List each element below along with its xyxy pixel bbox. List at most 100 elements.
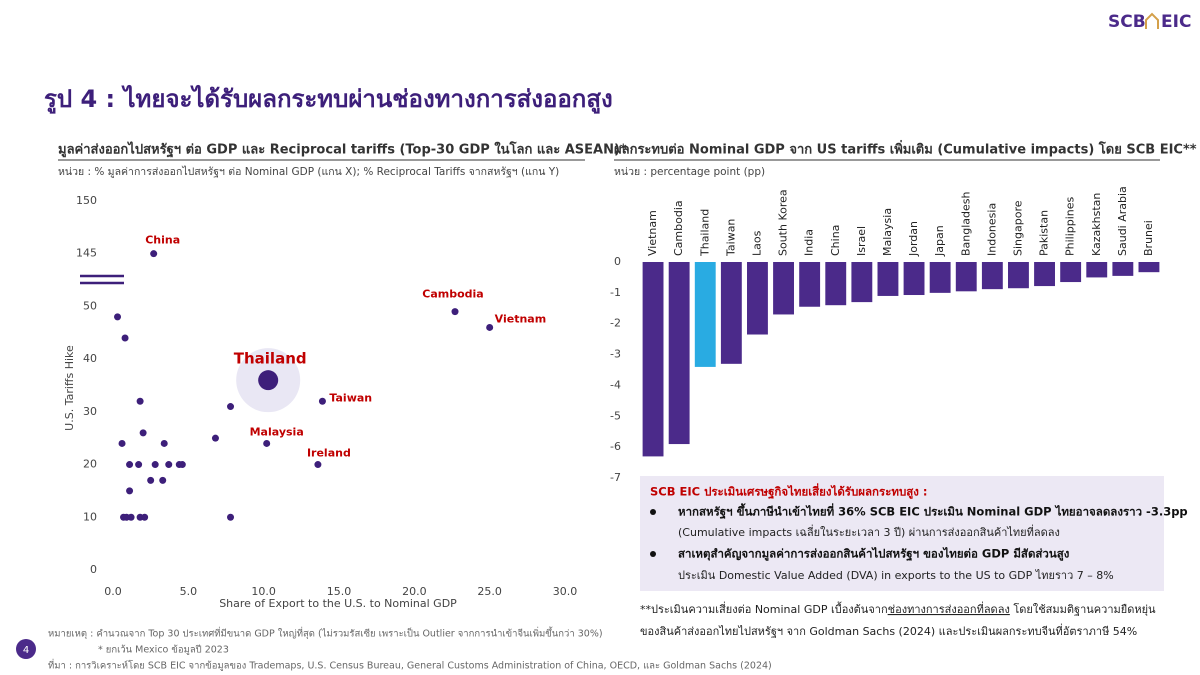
point: [139, 429, 147, 437]
bar: [825, 262, 847, 306]
y-tick-label: 145: [76, 247, 97, 260]
x-tick-label: Singapore: [1011, 200, 1024, 256]
chart-title: มูลค่าส่งออกไปสหรัฐฯ ต่อ GDP และ Recipro…: [58, 141, 627, 159]
note-underlined: ช่องทางการส่งออกที่ลดลง: [888, 601, 1010, 616]
point: [147, 476, 155, 484]
point: [126, 487, 134, 495]
bar: [929, 262, 951, 293]
y-tick-label: -5: [610, 409, 621, 422]
bar: [799, 262, 821, 307]
x-tick-label: Philippines: [1064, 196, 1077, 256]
point-label: China: [145, 234, 180, 247]
point: [227, 513, 235, 521]
bar: [981, 262, 1003, 290]
point-label: Taiwan: [329, 391, 372, 404]
bar: [903, 262, 925, 296]
y-axis-label: U.S. Tariffs Hike: [63, 345, 76, 431]
box-bullet: สาเหตุสำคัญจากมูลค่าการส่งออกสินค้าไปสหร…: [678, 547, 1070, 562]
x-tick-label: 15.0: [327, 585, 352, 598]
box-bullet: หากสหรัฐฯ ขึ้นภาษีนำเข้าไทยที่ 36% SCB E…: [678, 503, 1188, 520]
y-tick-label: 150: [76, 194, 97, 207]
point: [211, 434, 219, 442]
logo: EIC: [1161, 12, 1191, 32]
x-tick-label: Malaysia: [881, 208, 894, 256]
y-tick-label: -3: [610, 348, 621, 361]
x-tick-label: 20.0: [402, 585, 427, 598]
point: [151, 461, 159, 469]
point: [114, 313, 122, 321]
x-tick-label: Kazakhstan: [1090, 193, 1103, 256]
page-number: 4: [23, 645, 29, 656]
bar: [1034, 262, 1055, 287]
box-sub: (Cumulative impacts เฉลี่ยในระยะเวลา 3 ป…: [678, 524, 1060, 539]
logo-icon: [1145, 12, 1159, 29]
point: [314, 461, 322, 469]
point: [160, 439, 168, 447]
y-tick-label: 0: [90, 563, 97, 576]
y-tick-label: -7: [610, 471, 621, 484]
x-tick-label: Brunei: [1142, 220, 1155, 256]
y-tick-label: 0: [614, 255, 621, 268]
y-tick-label: 30: [83, 405, 97, 418]
note-text: โดยใช้สมมติฐานความยืดหยุ่น: [1010, 602, 1156, 616]
x-tick-label: Japan: [933, 225, 946, 257]
slide-title: รูป 4 : ไทยจะได้รับผลกระทบผ่านช่องทางการ…: [44, 84, 613, 114]
point-label: Cambodia: [422, 288, 483, 301]
y-tick-label: 20: [83, 458, 97, 471]
y-tick-label: -6: [610, 440, 621, 453]
point: [258, 370, 279, 391]
x-tick-label: Israel: [855, 226, 868, 256]
point: [159, 476, 167, 484]
x-tick-label: Bangladesh: [959, 191, 972, 256]
x-tick-label: Taiwan: [724, 219, 737, 257]
box-sub: ประเมิน Domestic Value Added (DVA) in ex…: [678, 569, 1114, 582]
note-text: **ประเมินความเสี่ยงต่อ Nominal GDP เบื้อ…: [640, 601, 888, 616]
bar: [955, 262, 977, 292]
point: [118, 439, 126, 447]
x-tick-label: 25.0: [477, 585, 502, 598]
bar: [694, 262, 716, 367]
bar: [1112, 262, 1134, 276]
x-tick-label: Vietnam: [646, 210, 659, 256]
point: [178, 461, 186, 469]
y-tick-label: 40: [83, 352, 97, 365]
y-tick-label: 50: [83, 299, 97, 312]
point-label: Ireland: [307, 447, 351, 460]
bar: [642, 262, 664, 457]
x-tick-label: Pakistan: [1038, 210, 1051, 256]
point: [263, 439, 271, 447]
y-tick-label: 10: [83, 510, 97, 523]
point-label: Thailand: [234, 350, 307, 368]
point-label: Malaysia: [250, 425, 304, 438]
footnote: * ยกเว้น Mexico ข้อมูลปี 2023: [98, 644, 229, 656]
point: [150, 250, 158, 258]
x-tick-label: Saudi Arabia: [1116, 186, 1129, 256]
bar: [1060, 262, 1082, 283]
x-tick-label: Thailand: [698, 209, 711, 257]
chart-subtitle: หน่วย : % มูลค่าการส่งออกไปสหรัฐฯ ต่อ No…: [58, 165, 559, 178]
bar: [720, 262, 742, 364]
point: [227, 403, 235, 411]
bar: [877, 262, 899, 296]
point: [127, 513, 135, 521]
footnote: หมายเหตุ : คำนวณจาก Top 30 ประเทศที่มีขน…: [48, 627, 603, 640]
y-tick-label: -1: [610, 286, 621, 299]
bar: [668, 262, 690, 445]
bar: [1086, 262, 1108, 278]
footnote: ที่มา : การวิเคราะห์โดย SCB EIC จากข้อมู…: [48, 659, 772, 672]
x-tick-label: 10.0: [251, 585, 276, 598]
point: [451, 308, 459, 316]
bar: [747, 262, 768, 335]
page-badge: [16, 639, 36, 659]
x-tick-label: Laos: [750, 230, 763, 256]
note: **ประเมินความเสี่ยงต่อ Nominal GDP เบื้อ…: [640, 601, 1156, 616]
x-tick-label: Jordan: [907, 221, 920, 257]
point-label: Vietnam: [495, 312, 547, 325]
x-tick-label: Indonesia: [985, 203, 998, 256]
bar: [1138, 262, 1160, 273]
x-tick-label: South Korea: [777, 189, 790, 256]
box-heading: SCB EIC ประเมินเศรษฐกิจไทยเสี่ยงได้รับผล…: [650, 483, 927, 500]
point: [141, 513, 149, 521]
point: [121, 334, 129, 342]
